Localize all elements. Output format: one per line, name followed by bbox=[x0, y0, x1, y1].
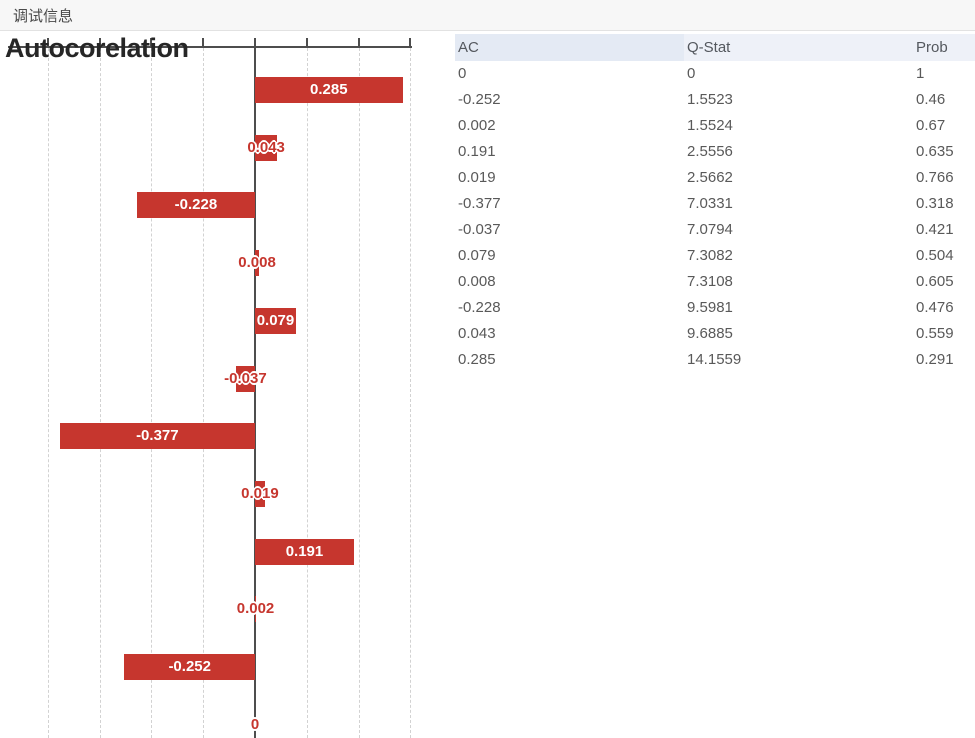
table-row[interactable]: -0.252 1.5523 0.46 bbox=[455, 87, 975, 113]
table-cell: 7.0794 bbox=[687, 221, 733, 238]
bar-label: 0.285 bbox=[310, 81, 348, 98]
table-cell: 0.285 bbox=[458, 351, 496, 368]
table-cell: 1.5524 bbox=[687, 117, 733, 134]
table-cell: -0.252 bbox=[458, 91, 501, 108]
axis-tick bbox=[254, 38, 256, 48]
bar[interactable] bbox=[255, 250, 260, 277]
bar-label: 0.043 bbox=[247, 138, 285, 156]
table-cell: 0 bbox=[458, 65, 467, 82]
bar-label: 0.191 bbox=[285, 542, 324, 560]
bar-label: -0.228 bbox=[174, 196, 218, 214]
table-row[interactable]: -0.228 9.5981 0.476 bbox=[455, 295, 975, 321]
table-cell: 0.002 bbox=[458, 117, 496, 134]
table-cell: 1 bbox=[916, 65, 925, 82]
table-cell: 0.766 bbox=[916, 169, 954, 186]
bar[interactable] bbox=[255, 538, 354, 565]
table-header-q-stat[interactable]: Q-Stat bbox=[687, 39, 731, 56]
table-cell: 9.6885 bbox=[687, 325, 733, 342]
bar[interactable] bbox=[255, 77, 403, 103]
axis-tick bbox=[150, 38, 153, 48]
axis-tick bbox=[357, 38, 360, 48]
bar[interactable] bbox=[255, 596, 257, 623]
table-row[interactable]: 0.191 2.5556 0.635 bbox=[455, 139, 975, 165]
table-cell: 1.5523 bbox=[687, 91, 733, 108]
table-cell: 0.079 bbox=[458, 247, 496, 264]
table-header-prob[interactable]: Prob bbox=[916, 39, 948, 56]
gridline bbox=[99, 48, 101, 738]
table-cell: 0.318 bbox=[916, 195, 954, 212]
axis-tick bbox=[409, 38, 412, 48]
autocorrelation-chart: Autocorelation 0.285 0.043 -0.228 0.008 0.07… bbox=[0, 0, 455, 738]
table-cell: 0.559 bbox=[916, 325, 954, 342]
table-cell: 2.5662 bbox=[687, 169, 733, 186]
zero-axis-line bbox=[254, 46, 256, 738]
stats-table: AC Q-Stat Prob 0 0 1 -0.252 1.5523 0.46 0.002 1.55… bbox=[455, 34, 975, 373]
axis-tick bbox=[202, 38, 205, 48]
table-cell: 0.476 bbox=[916, 299, 954, 316]
table-row[interactable]: -0.377 7.0331 0.318 bbox=[455, 191, 975, 217]
table-row[interactable]: -0.037 7.0794 0.421 bbox=[455, 217, 975, 243]
table-cell: 9.5981 bbox=[687, 299, 733, 316]
table-cell: 0.008 bbox=[458, 273, 496, 290]
bar-label: 0.002 bbox=[236, 600, 275, 618]
x-axis-line bbox=[8, 46, 412, 48]
table-row[interactable]: 0.002 1.5524 0.67 bbox=[455, 113, 975, 139]
window-titlebar: 调试信息 bbox=[0, 0, 975, 31]
gridline bbox=[306, 48, 308, 738]
table-row[interactable]: 0.008 7.3108 0.605 bbox=[455, 269, 975, 295]
table-cell: 0.191 bbox=[458, 143, 496, 160]
table-cell: 14.1559 bbox=[687, 351, 742, 368]
table-row[interactable]: 0.019 2.5662 0.766 bbox=[455, 165, 975, 191]
table-cell: 0.605 bbox=[916, 273, 954, 290]
axis-tick bbox=[98, 38, 101, 48]
gridline bbox=[410, 48, 412, 738]
table-cell: -0.228 bbox=[458, 299, 501, 316]
table-cell: 0.46 bbox=[916, 91, 946, 108]
table-cell: 0.504 bbox=[916, 247, 954, 264]
table-cell: 0.421 bbox=[916, 221, 954, 238]
table-cell: 0 bbox=[687, 65, 696, 82]
gridline bbox=[151, 48, 153, 738]
axis-tick bbox=[305, 38, 308, 48]
gridline bbox=[358, 48, 360, 738]
table-cell: 7.3108 bbox=[687, 273, 733, 290]
table-cell: -0.037 bbox=[458, 221, 501, 238]
table-row[interactable]: 0.079 7.3082 0.504 bbox=[455, 243, 975, 269]
table-cell: 0.635 bbox=[916, 143, 954, 160]
table-header-row: AC Q-Stat Prob bbox=[455, 34, 975, 61]
bar[interactable] bbox=[124, 654, 255, 680]
chart-title: Autocorelation bbox=[5, 33, 189, 63]
table-row[interactable]: 0.043 9.6885 0.559 bbox=[455, 321, 975, 347]
bar[interactable] bbox=[136, 192, 255, 219]
table-row[interactable]: 0 0 1 bbox=[455, 61, 975, 87]
table-cell: 0.291 bbox=[916, 351, 954, 368]
window-title: 调试信息 bbox=[13, 7, 74, 25]
bar[interactable] bbox=[235, 365, 255, 392]
table-header-ac[interactable]: AC bbox=[455, 34, 684, 61]
bar[interactable] bbox=[255, 134, 278, 161]
table-cell: 0.019 bbox=[458, 169, 496, 186]
bar[interactable] bbox=[255, 480, 265, 507]
table-cell: 7.3082 bbox=[687, 247, 733, 264]
bar-label: -0.377 bbox=[136, 427, 179, 445]
table-cell: 0.67 bbox=[916, 117, 946, 134]
gridline bbox=[203, 48, 205, 738]
gridline bbox=[47, 48, 49, 738]
table-cell: 2.5556 bbox=[687, 143, 733, 160]
bar-label: -0.037 bbox=[224, 369, 267, 387]
bar[interactable] bbox=[59, 423, 255, 450]
table-cell: 7.0331 bbox=[687, 195, 733, 212]
bar-label: 0.019 bbox=[241, 484, 279, 502]
table-cell: -0.377 bbox=[458, 195, 501, 212]
bar-label: 0 bbox=[250, 715, 260, 733]
table-cell: 0.043 bbox=[458, 325, 496, 342]
axis-tick bbox=[46, 38, 49, 48]
bar-label: -0.252 bbox=[168, 658, 211, 675]
bar-label: 0.079 bbox=[256, 311, 295, 329]
bar-label: 0.008 bbox=[238, 254, 276, 272]
bar[interactable] bbox=[255, 307, 296, 334]
table-row[interactable]: 0.285 14.1559 0.291 bbox=[455, 347, 975, 373]
